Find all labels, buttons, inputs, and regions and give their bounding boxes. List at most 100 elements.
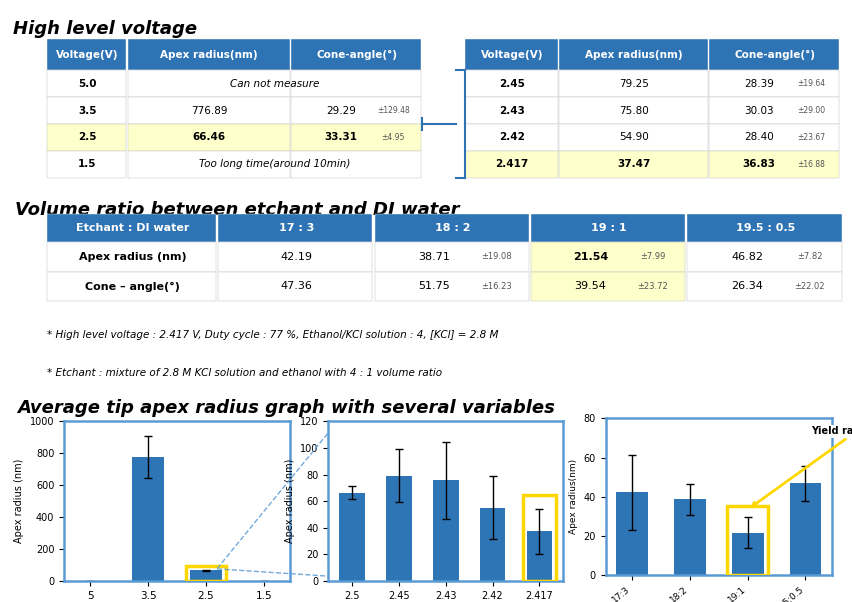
FancyBboxPatch shape (464, 124, 557, 151)
Bar (479, 508, 505, 581)
FancyBboxPatch shape (291, 39, 421, 70)
Text: 2.42: 2.42 (498, 132, 524, 143)
Text: 42.19: 42.19 (280, 252, 312, 262)
FancyBboxPatch shape (128, 39, 290, 70)
Text: ±129.48: ±129.48 (377, 106, 409, 115)
FancyBboxPatch shape (218, 272, 371, 302)
Bar (789, 483, 820, 575)
Text: Apex radius(nm): Apex radius(nm) (584, 50, 682, 60)
FancyBboxPatch shape (531, 214, 684, 241)
Text: * Etchant : mixture of 2.8 M KCl solution and ethanol with 4 : 1 volume ratio: * Etchant : mixture of 2.8 M KCl solutio… (47, 368, 441, 379)
Text: Cone-angle(°): Cone-angle(°) (734, 49, 814, 60)
Text: ±23.72: ±23.72 (636, 282, 668, 291)
Text: ±29.00: ±29.00 (797, 106, 825, 115)
FancyBboxPatch shape (687, 214, 841, 241)
Text: 51.75: 51.75 (417, 282, 450, 291)
Text: 46.82: 46.82 (730, 252, 763, 262)
FancyBboxPatch shape (558, 124, 707, 151)
Bar (132, 457, 164, 581)
FancyBboxPatch shape (47, 70, 126, 97)
FancyBboxPatch shape (218, 241, 371, 272)
FancyBboxPatch shape (47, 39, 126, 70)
Text: 37.47: 37.47 (616, 160, 650, 169)
Text: * High level voltage : 2.417 V, Duty cycle : 77 %, Ethanol/KCl solution : 4, [KC: * High level voltage : 2.417 V, Duty cyc… (47, 330, 498, 340)
Bar (526, 531, 552, 581)
Bar (615, 492, 647, 575)
FancyBboxPatch shape (128, 151, 290, 178)
FancyBboxPatch shape (291, 70, 421, 97)
FancyBboxPatch shape (558, 97, 707, 124)
FancyBboxPatch shape (374, 241, 528, 272)
FancyBboxPatch shape (464, 97, 557, 124)
Text: 1.5: 1.5 (78, 160, 96, 169)
Text: Average tip apex radius graph with several variables: Average tip apex radius graph with sever… (17, 400, 554, 417)
FancyBboxPatch shape (47, 97, 126, 124)
Text: Volume ratio between etchant and DI water: Volume ratio between etchant and DI wate… (14, 201, 458, 219)
Text: 75.80: 75.80 (619, 105, 648, 116)
Bar (731, 533, 763, 575)
Text: 776.89: 776.89 (191, 105, 227, 116)
FancyBboxPatch shape (128, 70, 290, 97)
Text: ±16.88: ±16.88 (797, 160, 824, 169)
FancyBboxPatch shape (687, 241, 841, 272)
Text: Apex radius(nm): Apex radius(nm) (160, 50, 258, 60)
Text: 17 : 3: 17 : 3 (279, 223, 314, 233)
FancyBboxPatch shape (464, 70, 557, 97)
FancyBboxPatch shape (708, 70, 838, 97)
FancyBboxPatch shape (47, 151, 126, 178)
Text: Too long time(around 10min): Too long time(around 10min) (199, 160, 350, 169)
FancyBboxPatch shape (128, 97, 290, 124)
FancyBboxPatch shape (558, 70, 707, 97)
Text: 3.5: 3.5 (78, 105, 96, 116)
Text: ±22.02: ±22.02 (794, 282, 824, 291)
FancyBboxPatch shape (374, 272, 528, 302)
Text: Voltage(V): Voltage(V) (56, 50, 118, 60)
Text: 19 : 1: 19 : 1 (590, 223, 626, 233)
Text: Etchant : DI water: Etchant : DI water (76, 223, 189, 233)
Text: 5.0: 5.0 (78, 79, 96, 88)
Text: Apex radius (nm): Apex radius (nm) (78, 252, 187, 262)
Text: 47.36: 47.36 (280, 282, 312, 291)
Bar (190, 570, 222, 581)
Text: 39.54: 39.54 (573, 282, 606, 291)
Bar (673, 499, 705, 575)
FancyBboxPatch shape (374, 214, 528, 241)
Text: Cone-angle(°): Cone-angle(°) (316, 49, 396, 60)
Text: 28.39: 28.39 (743, 79, 773, 88)
Text: 2.43: 2.43 (498, 105, 524, 116)
Text: 26.34: 26.34 (730, 282, 762, 291)
Text: High level voltage: High level voltage (14, 20, 197, 38)
FancyBboxPatch shape (47, 241, 216, 272)
Text: ±16.23: ±16.23 (481, 282, 511, 291)
Text: 19.5 : 0.5: 19.5 : 0.5 (735, 223, 795, 233)
FancyBboxPatch shape (687, 272, 841, 302)
FancyBboxPatch shape (464, 151, 557, 178)
Text: 54.90: 54.90 (619, 132, 648, 143)
FancyBboxPatch shape (47, 272, 216, 302)
FancyBboxPatch shape (531, 272, 684, 302)
FancyBboxPatch shape (291, 124, 421, 151)
FancyBboxPatch shape (708, 97, 838, 124)
Text: ±23.67: ±23.67 (797, 133, 825, 142)
Bar (339, 492, 365, 581)
Text: ±4.95: ±4.95 (381, 133, 405, 142)
Text: 21.54: 21.54 (573, 252, 607, 262)
FancyBboxPatch shape (558, 151, 707, 178)
FancyBboxPatch shape (531, 241, 684, 272)
FancyBboxPatch shape (47, 124, 126, 151)
FancyBboxPatch shape (47, 214, 216, 241)
Text: 2.45: 2.45 (498, 79, 524, 88)
Text: 79.25: 79.25 (618, 79, 648, 88)
Text: 18 : 2: 18 : 2 (435, 223, 470, 233)
FancyBboxPatch shape (464, 39, 557, 70)
Text: 28.40: 28.40 (743, 132, 773, 143)
Text: 2.5: 2.5 (78, 132, 96, 143)
Text: Voltage(V): Voltage(V) (480, 50, 543, 60)
Text: 36.83: 36.83 (741, 160, 774, 169)
Bar (385, 476, 412, 581)
Text: ±7.99: ±7.99 (640, 252, 665, 261)
FancyBboxPatch shape (708, 39, 838, 70)
Text: 33.31: 33.31 (324, 132, 357, 143)
Text: 66.46: 66.46 (193, 132, 226, 143)
FancyBboxPatch shape (291, 97, 421, 124)
